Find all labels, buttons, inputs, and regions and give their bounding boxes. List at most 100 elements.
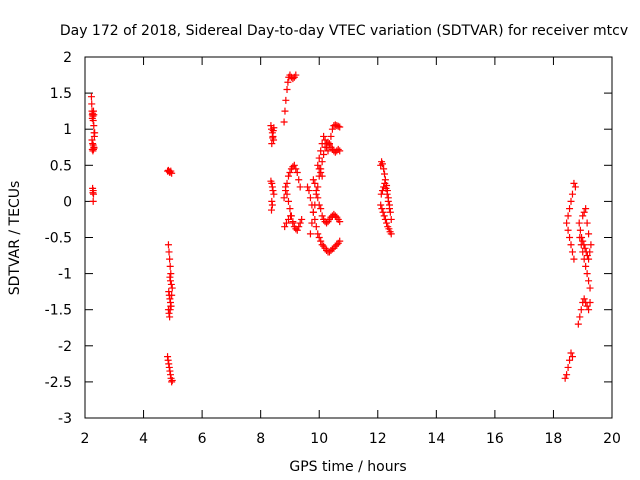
data-point [306,194,314,202]
data-point [168,169,176,177]
data-point [327,132,335,140]
data-point [564,363,572,371]
x-axis-label: GPS time / hours [289,459,406,475]
data-point [583,219,591,227]
data-point [269,187,277,195]
data-point [317,169,325,177]
data-point [283,85,291,93]
data-point [166,255,174,263]
y-tick-label: -2.5 [45,375,72,391]
data-point [168,376,176,384]
data-point [574,320,582,328]
x-tick-label: 4 [139,431,148,447]
chart-title: Day 172 of 2018, Sidereal Day-to-day VTE… [60,23,628,39]
data-point [295,176,303,184]
data-point [576,226,584,234]
data-point [563,371,571,379]
data-point [383,219,391,227]
data-point [567,241,575,249]
data-point [314,194,322,202]
data-point [563,219,571,227]
data-point [268,140,276,148]
data-point [287,212,295,220]
data-point [336,147,344,155]
data-point [381,179,389,187]
data-point [168,291,176,299]
data-point [284,197,292,205]
data-point [585,230,593,238]
data-point [580,241,588,249]
data-point [328,125,336,133]
data-point [268,201,276,209]
data-point [286,169,294,177]
data-point [323,219,331,227]
data-point [380,212,388,220]
x-tick-label: 2 [81,431,90,447]
data-point [570,179,578,187]
data-point [318,172,326,180]
y-tick-label: -2 [58,339,72,355]
data-point [298,215,306,223]
data-point [384,197,392,205]
data-point [312,187,320,195]
data-point [575,219,583,227]
data-point [90,111,98,119]
data-point [166,313,174,321]
data-point [91,129,99,137]
data-point [269,134,277,142]
x-tick-label: 20 [603,431,621,447]
data-point [89,197,97,205]
data-point [315,234,323,241]
data-point [318,212,326,220]
data-point [88,100,96,108]
data-point [568,248,576,256]
data-point [334,145,342,153]
data-point [292,71,300,79]
data-point [582,205,590,213]
x-tick-label: 10 [310,431,328,447]
data-point [309,176,317,184]
data-point [289,75,297,83]
data-point [317,147,325,155]
data-point [564,212,572,220]
data-point [561,374,569,382]
data-point [165,248,173,256]
data-point [308,219,316,227]
data-point [381,215,389,223]
data-point [382,184,390,192]
data-point [314,183,322,191]
data-point [293,226,301,234]
data-point [379,208,387,216]
x-tick-label: 6 [198,431,207,447]
data-point [579,237,587,245]
data-point [167,302,175,310]
data-point [334,122,342,130]
data-point [282,96,290,104]
data-point [87,93,95,101]
data-points [87,71,595,386]
y-axis-label: SDTVAR / TECUs [7,181,23,296]
data-point [284,172,292,180]
data-point [387,215,395,223]
data-point [290,161,298,169]
data-point [585,306,593,314]
data-point [568,353,576,361]
data-point [581,244,589,252]
data-point [318,140,326,148]
y-axis-ticks: -3 -2.5 -2 -1.5 -1 -0.5 0 0.5 1 1.5 2 [45,50,612,427]
data-point [323,143,331,151]
data-point [564,226,572,234]
data-point [270,190,278,198]
data-point [280,194,288,202]
data-point [284,78,292,86]
x-tick-label: 18 [545,431,563,447]
data-point [267,206,275,214]
data-point [336,237,344,245]
plot-frame [84,56,613,419]
data-point [386,208,394,216]
data-point [320,132,328,140]
data-point [281,223,289,231]
y-tick-label: 1.5 [50,86,72,102]
data-point [333,241,341,249]
